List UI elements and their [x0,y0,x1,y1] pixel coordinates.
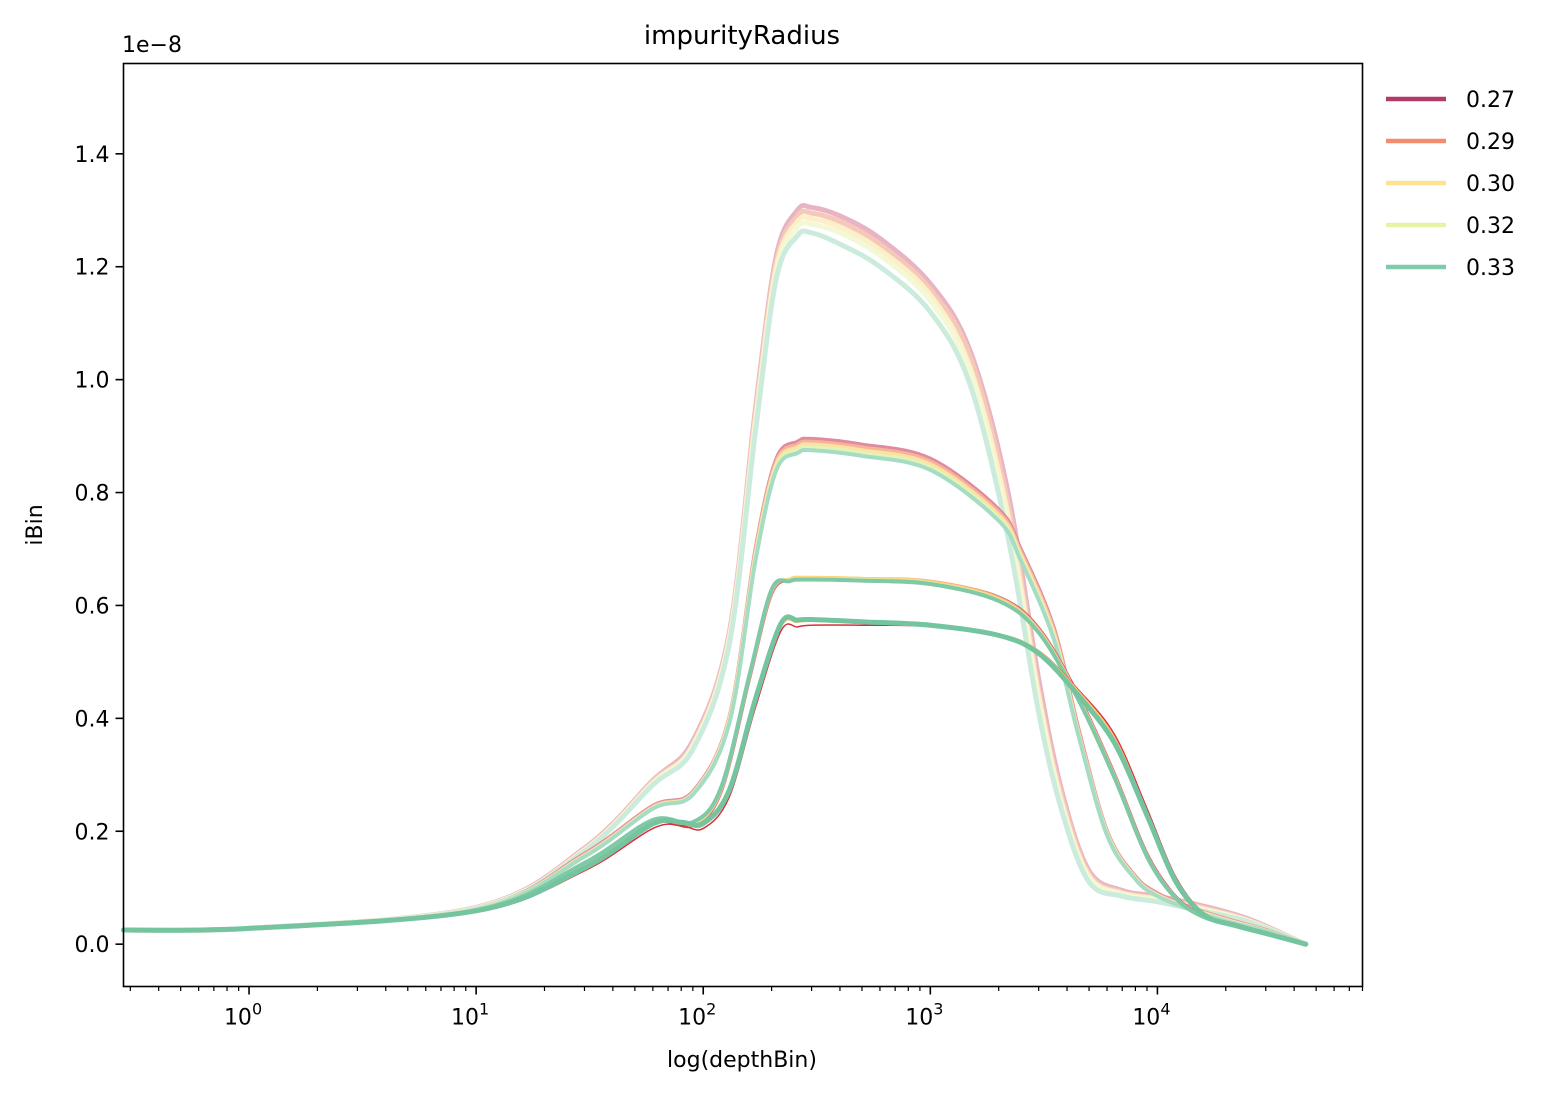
y-tick-label: 1.2 [75,256,110,281]
x-axis: 100 101 102 103 104 [129,986,1364,1031]
x-tick-label: 104 [1132,1000,1170,1031]
series-line-peak-1.30-0.30 [121,214,1309,947]
x-tick-label: 101 [451,1000,489,1031]
series-line-peak-1.30-0.27 [121,203,1309,947]
legend-label-0.29: 0.29 [1466,130,1515,155]
legend-label-0.33: 0.33 [1466,256,1515,281]
y-tick-label: 0.2 [75,820,110,845]
y-offset-label: 1e−8 [122,33,182,58]
series-line-peak-1.30-0.33 [121,228,1309,947]
y-tick-label: 1.0 [75,369,110,394]
series-line-peak-1.30-0.29 [121,208,1309,947]
plot-lines [121,203,1309,947]
y-tick-label: 0.0 [75,933,110,958]
y-axis: 0.0 0.2 0.4 0.6 0.8 1.0 1.2 1.4 [75,143,124,958]
legend-label-0.32: 0.32 [1466,214,1515,239]
legend-label-0.27: 0.27 [1466,88,1515,113]
y-tick-label: 0.4 [75,707,110,732]
x-tick-label: 100 [224,1000,262,1031]
x-tick-label: 103 [905,1000,943,1031]
y-tick-label: 1.4 [75,143,110,168]
x-tick-label: 102 [678,1000,716,1031]
series-line-peak-0.57-0.33 [121,614,1309,947]
series-line-peak-1.30-0.32 [121,219,1309,947]
plot-frame [122,62,1364,988]
series-line-peak-0.65-0.33 [121,577,1308,947]
y-axis-title: iBin [23,504,48,545]
legend: 0.27 0.29 0.30 0.32 0.33 [1386,88,1515,281]
y-tick-label: 0.8 [75,482,110,507]
legend-label-0.30: 0.30 [1466,172,1515,197]
y-tick-label: 0.6 [75,594,110,619]
x-axis-title: log(depthBin) [667,1048,817,1073]
chart-title: impurityRadius [644,21,840,51]
series-line-peak-0.89-0.33 [121,447,1308,947]
